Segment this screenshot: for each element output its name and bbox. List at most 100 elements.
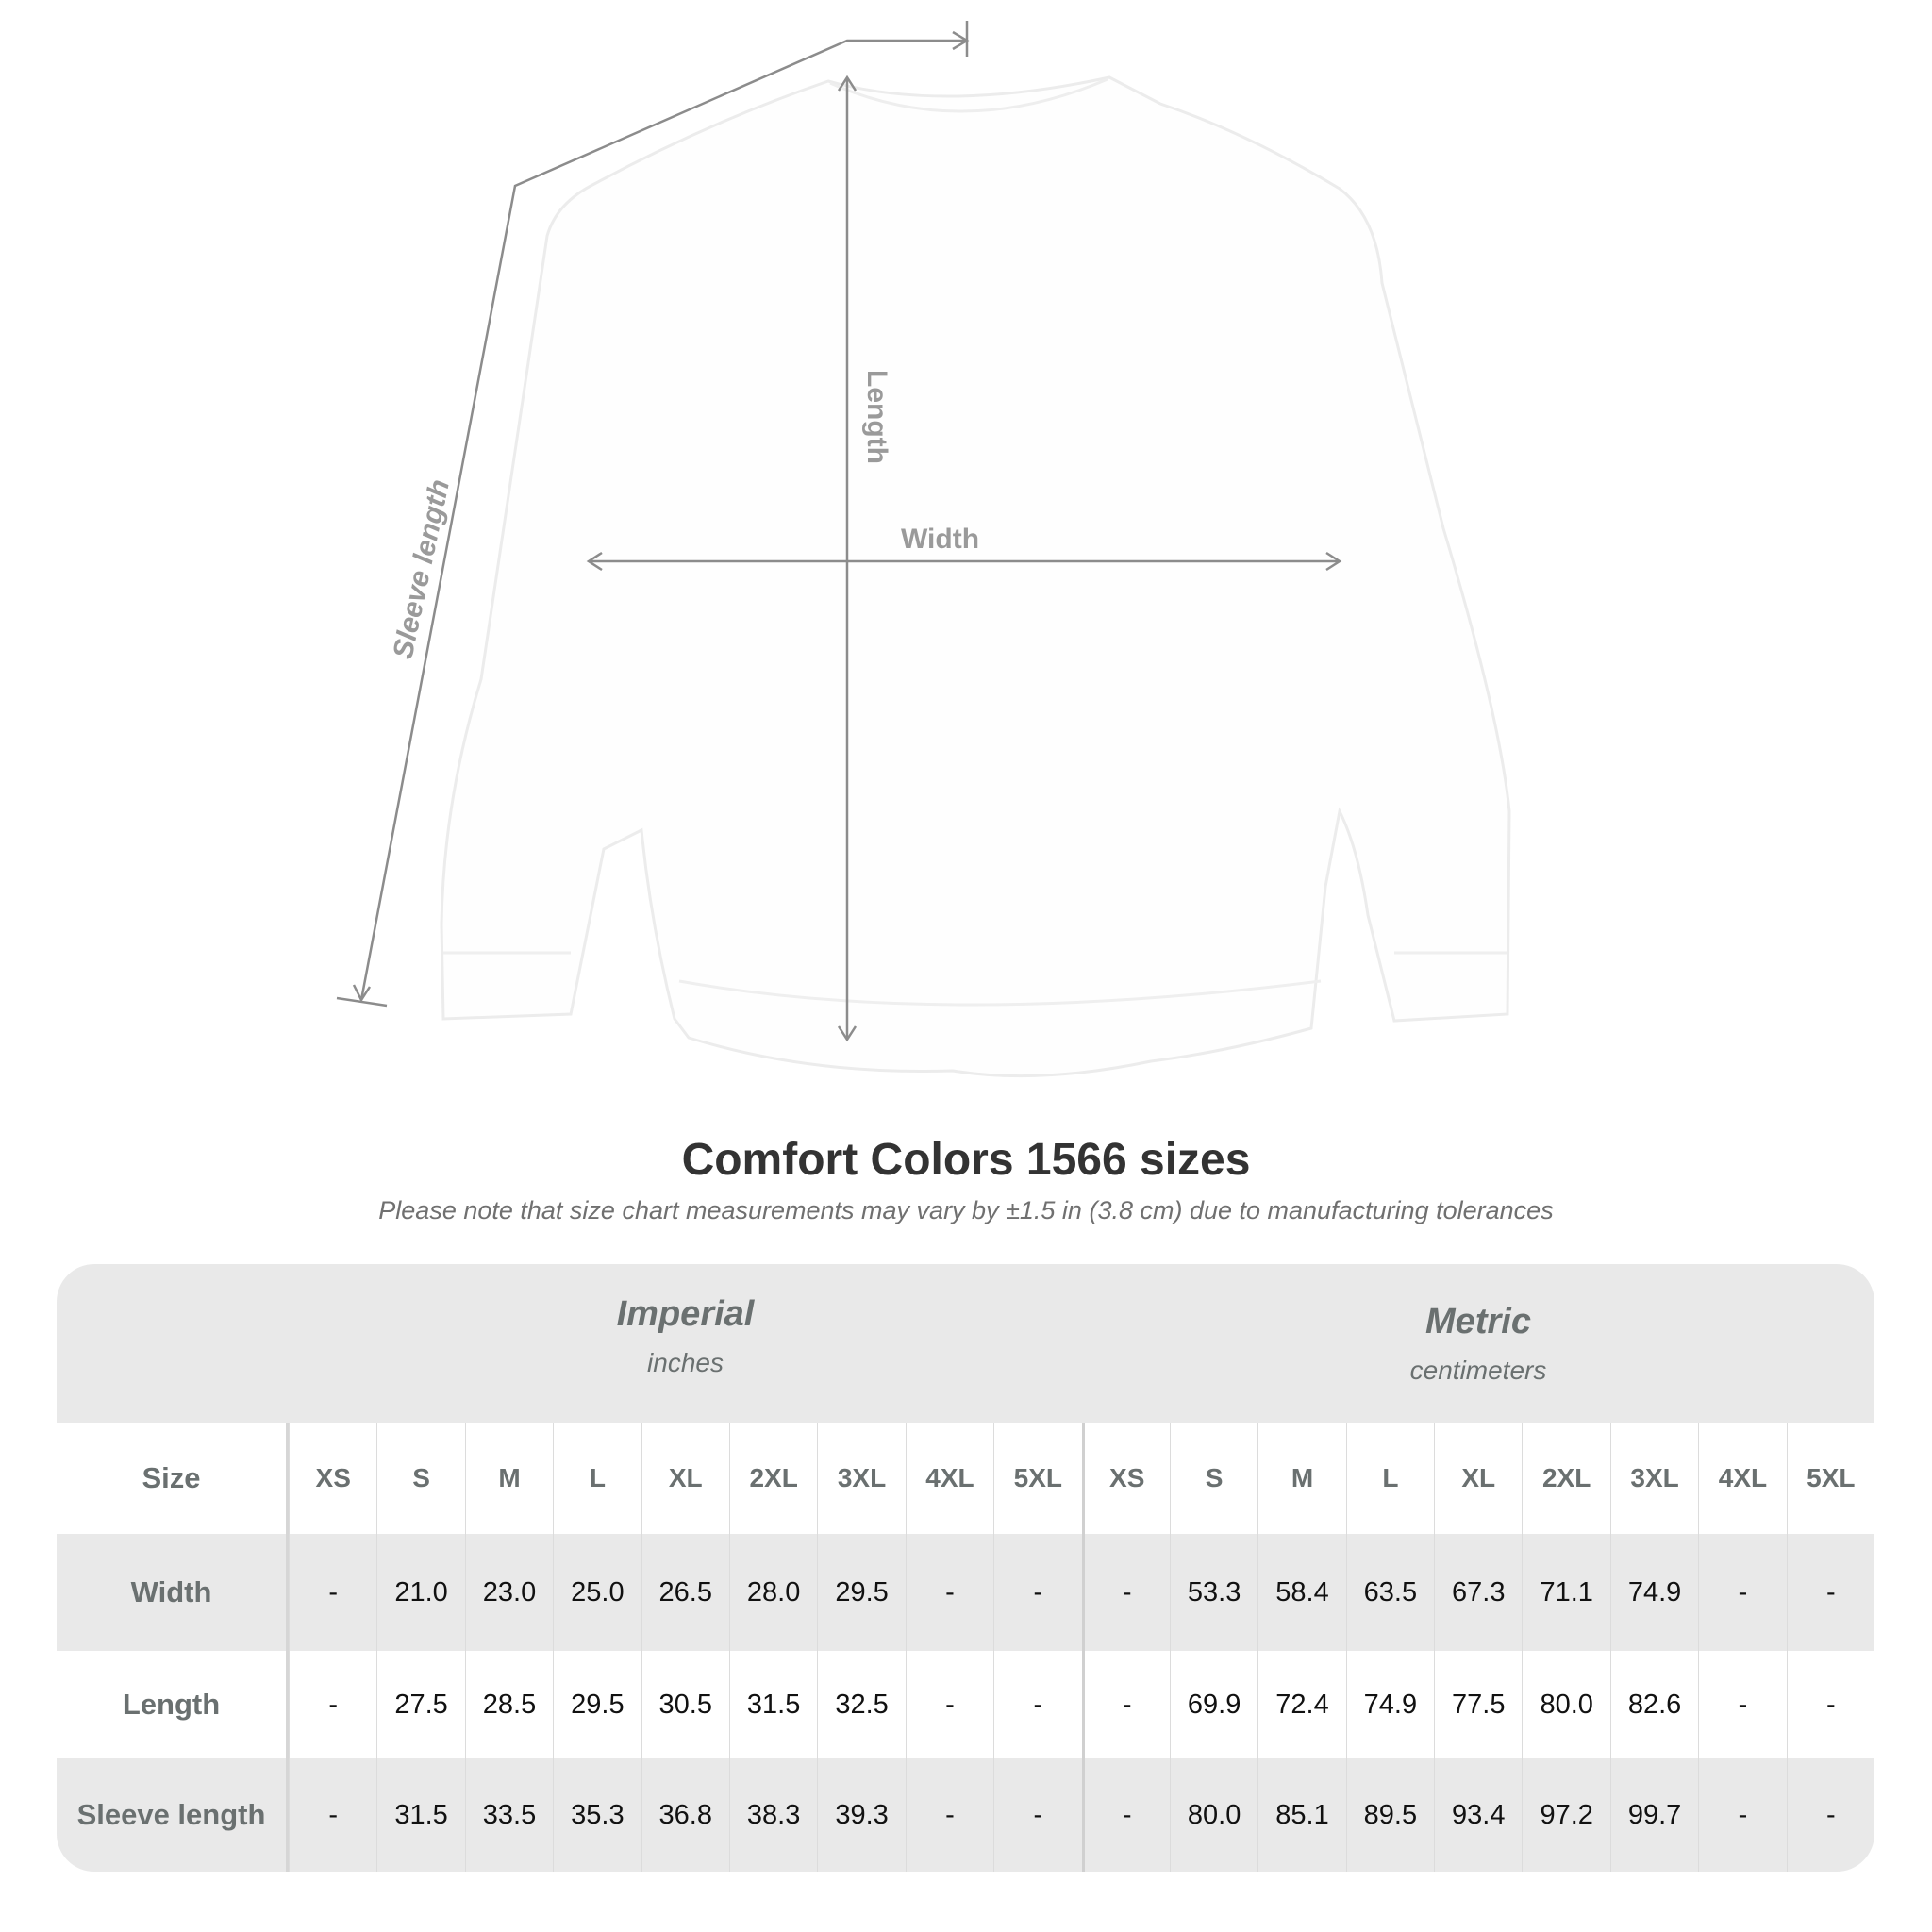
imperial-value-cell: 35.3 (553, 1758, 641, 1872)
width-label: Width (901, 524, 979, 555)
length-arrow-top (837, 75, 858, 92)
metric-size-2xl: 2XL (1522, 1423, 1609, 1534)
metric-value-cell: - (1081, 1534, 1170, 1651)
imperial-value-cell: 21.0 (376, 1534, 464, 1651)
length-label: Length (861, 370, 892, 464)
metric-value-cell: 99.7 (1609, 1758, 1698, 1872)
metric-value-cell: 77.5 (1434, 1651, 1522, 1758)
imperial-value-cell: - (905, 1534, 993, 1651)
imperial-value-cell: - (905, 1758, 993, 1872)
chart-title: Comfort Colors 1566 sizes (681, 1135, 1251, 1185)
metric-value-cell: 72.4 (1257, 1651, 1345, 1758)
width-arrow-left (586, 551, 603, 572)
row-label: Width (57, 1534, 289, 1651)
imperial-value-cell: 23.0 (464, 1534, 553, 1651)
metric-size-xl: XL (1434, 1423, 1522, 1534)
metric-value-cell: 74.9 (1609, 1534, 1698, 1651)
imperial-value-cell: 39.3 (817, 1758, 905, 1872)
sleeve-length-label: Sleeve length (388, 476, 456, 661)
metric-value-cell: 85.1 (1257, 1758, 1345, 1872)
metric-value-cell: 82.6 (1609, 1651, 1698, 1758)
metric-group: Metric centimeters (1082, 1302, 1874, 1386)
metric-size-l: L (1345, 1423, 1434, 1534)
imperial-size-m: M (464, 1423, 553, 1534)
metric-value-cell: - (1081, 1758, 1170, 1872)
imperial-value-cell: - (993, 1651, 1081, 1758)
imperial-value-cell: 38.3 (728, 1758, 817, 1872)
imperial-value-cell: - (905, 1651, 993, 1758)
tolerance-note: Please note that size chart measurements… (378, 1196, 1554, 1224)
imperial-size-5xl: 5XL (993, 1423, 1081, 1534)
sweatshirt-diagram: Length Width Sleeve length (336, 21, 1511, 1078)
sleeve-arrow-start (336, 984, 388, 1008)
imperial-value-cell: - (289, 1534, 376, 1651)
metric-unit: centimeters (1409, 1356, 1547, 1385)
metric-value-cell: 74.9 (1345, 1651, 1434, 1758)
imperial-value-cell: - (993, 1534, 1081, 1651)
imperial-value-cell: 30.5 (641, 1651, 729, 1758)
imperial-value-cell: 33.5 (464, 1758, 553, 1872)
metric-value-cell: 53.3 (1169, 1534, 1257, 1651)
imperial-value-cell: 29.5 (553, 1651, 641, 1758)
metric-value-cell: 80.0 (1522, 1651, 1609, 1758)
metric-size-m: M (1257, 1423, 1345, 1534)
metric-value-cell: 93.4 (1434, 1758, 1522, 1872)
imperial-value-cell: 26.5 (641, 1534, 729, 1651)
metric-size-xs: XS (1081, 1423, 1170, 1534)
metric-value-cell: 97.2 (1522, 1758, 1609, 1872)
imperial-value-cell: 25.0 (553, 1534, 641, 1651)
metric-value-cell: 80.0 (1169, 1758, 1257, 1872)
imperial-title: Imperial (616, 1294, 755, 1334)
metric-value-cell: 67.3 (1434, 1534, 1522, 1651)
table-row: Width -21.0 23.0 25.0 26.5 28.0 29.5- - -53.3 58.… (57, 1534, 1874, 1651)
imperial-size-4xl: 4XL (905, 1423, 993, 1534)
size-table: Imperial inches Metric centimeters Size X… (57, 1264, 1874, 1872)
imperial-size-l: L (553, 1423, 641, 1534)
measurement-lines (336, 21, 1342, 1042)
imperial-value-cell: - (289, 1758, 376, 1872)
table-row: Sleeve length -31.5 33.5 35.3 36.8 38.3 39.3- -… (57, 1758, 1874, 1872)
imperial-value-cell: 32.5 (817, 1651, 905, 1758)
sweatshirt-illustration (440, 75, 1511, 1078)
length-arrow-bottom (837, 1025, 858, 1042)
metric-size-3xl: 3XL (1609, 1423, 1698, 1534)
imperial-size-s: S (376, 1423, 464, 1534)
sleeve-line (359, 39, 967, 1001)
imperial-value-cell: 36.8 (641, 1758, 729, 1872)
size-label: Size (57, 1423, 289, 1534)
imperial-size-2xl: 2XL (728, 1423, 817, 1534)
metric-value-cell: - (1698, 1534, 1786, 1651)
imperial-value-cell: - (289, 1651, 376, 1758)
metric-title: Metric (1425, 1302, 1531, 1341)
table-row: Length -27.5 28.5 29.5 30.5 31.5 32.5- - -69.9 72… (57, 1651, 1874, 1758)
imperial-value-cell: 31.5 (728, 1651, 817, 1758)
metric-value-cell: - (1786, 1534, 1874, 1651)
imperial-size-xl: XL (641, 1423, 729, 1534)
metric-value-cell: 71.1 (1522, 1534, 1609, 1651)
metric-size-5xl: 5XL (1786, 1423, 1874, 1534)
imperial-value-cell: 27.5 (376, 1651, 464, 1758)
metric-size-4xl: 4XL (1698, 1423, 1786, 1534)
metric-value-cell: - (1786, 1758, 1874, 1872)
imperial-unit: inches (647, 1348, 724, 1377)
imperial-size-xs: XS (289, 1423, 376, 1534)
metric-size-s: S (1169, 1423, 1257, 1534)
metric-value-cell: - (1698, 1758, 1786, 1872)
imperial-size-3xl: 3XL (817, 1423, 905, 1534)
imperial-value-cell: - (993, 1758, 1081, 1872)
metric-value-cell: 89.5 (1345, 1758, 1434, 1872)
row-label: Length (57, 1651, 289, 1758)
imperial-value-cell: 31.5 (376, 1758, 464, 1872)
metric-value-cell: 63.5 (1345, 1534, 1434, 1651)
row-label: Sleeve length (57, 1758, 289, 1872)
metric-value-cell: 69.9 (1169, 1651, 1257, 1758)
metric-value-cell: - (1698, 1651, 1786, 1758)
metric-value-cell: 58.4 (1257, 1534, 1345, 1651)
imperial-value-cell: 29.5 (817, 1534, 905, 1651)
metric-value-cell: - (1786, 1651, 1874, 1758)
unit-header: Imperial inches Metric centimeters (57, 1264, 1874, 1423)
width-arrow-right (1325, 551, 1342, 572)
imperial-value-cell: 28.5 (464, 1651, 553, 1758)
imperial-group: Imperial inches (289, 1294, 1082, 1378)
metric-value-cell: - (1081, 1651, 1170, 1758)
